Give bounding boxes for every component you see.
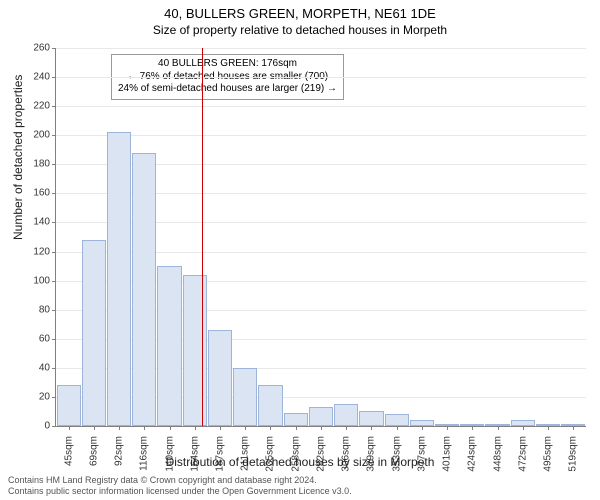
y-tick-label: 0 [44, 421, 50, 432]
y-tick-label: 100 [33, 275, 50, 286]
y-tick-label: 260 [33, 43, 50, 54]
y-tick-label: 160 [33, 188, 50, 199]
bar [57, 385, 81, 426]
y-tick-label: 80 [39, 304, 50, 315]
x-tick-mark [270, 426, 271, 430]
bar [258, 385, 282, 426]
bar-slot: 187sqm [207, 48, 232, 426]
bar [132, 153, 156, 426]
x-tick-mark [220, 426, 221, 430]
bar-slot: 424sqm [460, 48, 485, 426]
y-tick-label: 240 [33, 72, 50, 83]
bar-slot: 140sqm [157, 48, 182, 426]
x-tick-mark [346, 426, 347, 430]
x-tick-mark [548, 426, 549, 430]
bar-slot: 495sqm [535, 48, 560, 426]
x-tick-mark [573, 426, 574, 430]
bar [82, 240, 106, 426]
bar [309, 407, 333, 426]
plot-area: 40 BULLERS GREEN: 176sqm ← 76% of detach… [55, 48, 586, 427]
y-tick-label: 200 [33, 130, 50, 141]
bar-slot: 235sqm [258, 48, 283, 426]
y-tick-label: 20 [39, 391, 50, 402]
bar-slot: 329sqm [359, 48, 384, 426]
x-tick-mark [94, 426, 95, 430]
bar [284, 413, 308, 426]
bar-slot: 211sqm [233, 48, 258, 426]
x-tick-mark [472, 426, 473, 430]
bar [385, 414, 409, 426]
bar [157, 266, 181, 426]
y-axis-title: Number of detached properties [11, 75, 25, 240]
y-tick-label: 60 [39, 333, 50, 344]
y-tick-label: 40 [39, 362, 50, 373]
x-tick-mark [371, 426, 372, 430]
y-tick-label: 120 [33, 246, 50, 257]
x-tick-mark [119, 426, 120, 430]
bars-group: 45sqm69sqm92sqm116sqm140sqm164sqm187sqm2… [56, 48, 586, 426]
x-tick-mark [447, 426, 448, 430]
footer-line-1: Contains HM Land Registry data © Crown c… [8, 475, 352, 486]
bar-slot: 258sqm [283, 48, 308, 426]
x-tick-mark [69, 426, 70, 430]
bar-slot: 448sqm [485, 48, 510, 426]
y-tick-label: 180 [33, 159, 50, 170]
bar-slot: 377sqm [409, 48, 434, 426]
bar-slot: 519sqm [561, 48, 586, 426]
bar-slot: 92sqm [106, 48, 131, 426]
x-tick-mark [195, 426, 196, 430]
bar-slot: 353sqm [384, 48, 409, 426]
bar [334, 404, 358, 426]
chart-subtitle: Size of property relative to detached ho… [0, 23, 600, 37]
y-tick-label: 140 [33, 217, 50, 228]
x-tick-mark [245, 426, 246, 430]
x-tick-mark [422, 426, 423, 430]
x-tick-mark [397, 426, 398, 430]
x-tick-mark [321, 426, 322, 430]
x-axis-title: Distribution of detached houses by size … [0, 455, 600, 469]
bar-slot: 282sqm [308, 48, 333, 426]
reference-line [202, 48, 203, 426]
bar [233, 368, 257, 426]
bar-slot: 116sqm [132, 48, 157, 426]
y-tick-label: 220 [33, 101, 50, 112]
footer-attribution: Contains HM Land Registry data © Crown c… [8, 475, 352, 497]
x-tick-mark [170, 426, 171, 430]
bar-slot: 69sqm [81, 48, 106, 426]
bar [107, 132, 131, 426]
bar-slot: 401sqm [435, 48, 460, 426]
bar [359, 411, 383, 426]
x-tick-mark [498, 426, 499, 430]
x-tick-mark [144, 426, 145, 430]
footer-line-2: Contains public sector information licen… [8, 486, 352, 497]
x-tick-mark [523, 426, 524, 430]
bar-slot: 45sqm [56, 48, 81, 426]
y-tick-mark [52, 426, 56, 427]
bar-slot: 472sqm [510, 48, 535, 426]
chart-title: 40, BULLERS GREEN, MORPETH, NE61 1DE [0, 0, 600, 23]
x-tick-mark [296, 426, 297, 430]
chart-container: 40, BULLERS GREEN, MORPETH, NE61 1DE Siz… [0, 0, 600, 500]
bar-slot: 306sqm [334, 48, 359, 426]
bar-slot: 164sqm [182, 48, 207, 426]
bar [208, 330, 232, 426]
